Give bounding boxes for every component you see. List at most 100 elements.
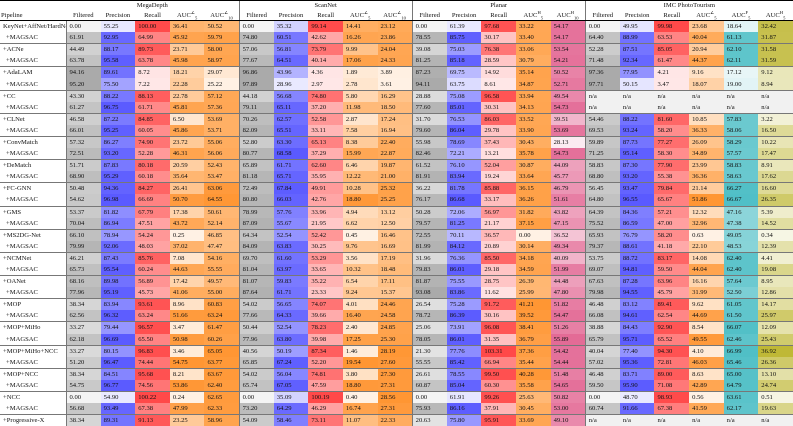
pipeline-name: +Progressive-X bbox=[3, 417, 45, 425]
value-cell: 54.75 bbox=[65, 379, 101, 392]
value-cell: 22.40 bbox=[377, 136, 413, 149]
value-cell: 25.43 bbox=[758, 333, 793, 346]
corner-label: Pipeline bbox=[0, 10, 66, 21]
value-cell: 99.50 bbox=[481, 368, 516, 380]
value-cell: 80.80 bbox=[238, 194, 274, 207]
value-cell: 0.63 bbox=[689, 229, 724, 241]
value-cell: 0.34 bbox=[758, 229, 793, 241]
column-header: AUC∠10 bbox=[204, 10, 240, 21]
value-cell: 30.45 bbox=[516, 403, 551, 416]
value-cell: 34.89 bbox=[689, 148, 724, 161]
value-cell: 30.87 bbox=[516, 159, 551, 172]
value-cell: 66.07 bbox=[723, 321, 759, 334]
value-cell: 69.53 bbox=[584, 124, 620, 137]
value-cell: 18.80 bbox=[342, 379, 378, 392]
column-sup: ∠ bbox=[190, 10, 195, 15]
value-cell: 47.59 bbox=[308, 379, 343, 392]
value-cell: 35.44 bbox=[516, 356, 551, 369]
value-cell: 57.57 bbox=[723, 148, 759, 161]
value-cell: 20.89 bbox=[481, 240, 516, 253]
value-cell: 66.67 bbox=[723, 194, 759, 207]
value-cell: 37.43 bbox=[481, 136, 516, 149]
value-cell: 55.00 bbox=[204, 287, 240, 300]
value-cell: 65.93 bbox=[584, 229, 620, 241]
value-cell: 87.34 bbox=[308, 345, 343, 357]
value-cell: 61.47 bbox=[204, 321, 240, 334]
value-cell: 21.30 bbox=[411, 345, 447, 357]
value-cell: 95.71 bbox=[619, 333, 655, 346]
value-cell: 36.36 bbox=[689, 171, 724, 184]
value-cell: 72.49 bbox=[238, 182, 274, 195]
value-cell: 88.17 bbox=[100, 43, 136, 56]
value-cell: 57.02 bbox=[584, 356, 620, 369]
value-cell: 93.47 bbox=[619, 182, 655, 195]
value-cell: 13.10 bbox=[758, 368, 793, 380]
value-cell: 17.24 bbox=[377, 113, 413, 125]
value-cell: 62.46 bbox=[723, 333, 759, 346]
value-cell: 26.39 bbox=[516, 275, 551, 288]
column-sub: 10 bbox=[228, 15, 233, 21]
value-cell: 74.07 bbox=[308, 298, 343, 311]
value-cell: 79.98 bbox=[584, 287, 620, 300]
value-cell: 71.25 bbox=[584, 148, 620, 161]
value-cell: 8.96 bbox=[169, 298, 205, 311]
value-cell: 78.05 bbox=[411, 333, 447, 346]
value-cell: 61.05 bbox=[723, 298, 759, 311]
pipeline-name: +MAGSAC bbox=[0, 55, 66, 68]
value-cell: 54.21 bbox=[550, 55, 586, 68]
value-cell: n/a bbox=[654, 414, 690, 426]
value-cell: 74.81 bbox=[308, 368, 343, 380]
value-cell: 0.00 bbox=[411, 20, 447, 33]
value-cell: 44.09 bbox=[550, 159, 586, 172]
value-cell: 1.89 bbox=[342, 66, 378, 79]
value-cell: 44.37 bbox=[689, 55, 724, 68]
pipeline-name: +MAGSAC bbox=[0, 263, 66, 277]
value-cell: 20.63 bbox=[411, 414, 447, 426]
value-cell: 18.80 bbox=[342, 194, 378, 207]
value-cell: 35.78 bbox=[516, 148, 551, 161]
value-cell: 20.94 bbox=[689, 43, 724, 56]
value-cell: 52.54 bbox=[273, 321, 309, 334]
value-cell: 76.10 bbox=[446, 159, 482, 172]
value-cell: 74.80 bbox=[308, 90, 343, 102]
value-cell: 73.11 bbox=[308, 414, 343, 426]
value-cell: 96.32 bbox=[100, 310, 136, 323]
value-cell: 63.61 bbox=[723, 391, 759, 404]
value-cell: 96.08 bbox=[481, 321, 516, 334]
value-cell: 57.36 bbox=[204, 101, 240, 114]
value-cell: 40.56 bbox=[238, 345, 274, 357]
table-row: +NCC 0.00 54.90 100.22 0.24 62.65 0.00 35.09 100… bbox=[0, 391, 793, 404]
value-cell: 14.52 bbox=[758, 217, 793, 230]
value-cell: 55.55 bbox=[411, 356, 447, 369]
value-cell: 54.73 bbox=[550, 148, 586, 161]
value-cell: 0.00 bbox=[411, 391, 447, 404]
value-cell: 21.95 bbox=[308, 217, 343, 230]
value-cell: 63.53 bbox=[654, 32, 690, 45]
value-cell: 49.55 bbox=[689, 333, 724, 346]
value-cell: 37.02 bbox=[169, 240, 205, 253]
value-cell: 50.82 bbox=[550, 391, 586, 404]
value-cell: 77.67 bbox=[238, 55, 274, 68]
value-cell: 30.16 bbox=[481, 310, 516, 323]
value-cell: 58.63 bbox=[723, 171, 759, 184]
column-header: Precision bbox=[273, 10, 309, 21]
column-name: Precision bbox=[451, 11, 477, 19]
value-cell: 46.48 bbox=[584, 368, 620, 380]
value-cell: 84.12 bbox=[446, 240, 482, 253]
value-cell: 89.31 bbox=[100, 414, 136, 426]
pipeline-name: +MAGSAC bbox=[0, 148, 66, 161]
value-cell: 92.90 bbox=[654, 321, 690, 334]
table-row: +FC-GNN 50.48 94.36 84.27 26.41 63.06 72.49 67.… bbox=[0, 182, 793, 195]
value-cell: 72.81 bbox=[654, 356, 690, 369]
value-cell: 13.21 bbox=[481, 148, 516, 161]
column-name: AUC bbox=[383, 11, 398, 19]
value-cell: 72.55 bbox=[411, 229, 447, 241]
value-cell: 30.17 bbox=[481, 32, 516, 45]
table-row: +MAGSAC 63.78 95.58 63.78 45.98 58.97 77.67 64.… bbox=[0, 55, 793, 68]
column-sup: H bbox=[570, 10, 574, 15]
value-cell: 42.62 bbox=[308, 32, 343, 45]
value-cell: 39.51 bbox=[550, 113, 586, 125]
value-cell: 34.87 bbox=[516, 78, 551, 91]
value-cell: 96.83 bbox=[135, 345, 170, 357]
